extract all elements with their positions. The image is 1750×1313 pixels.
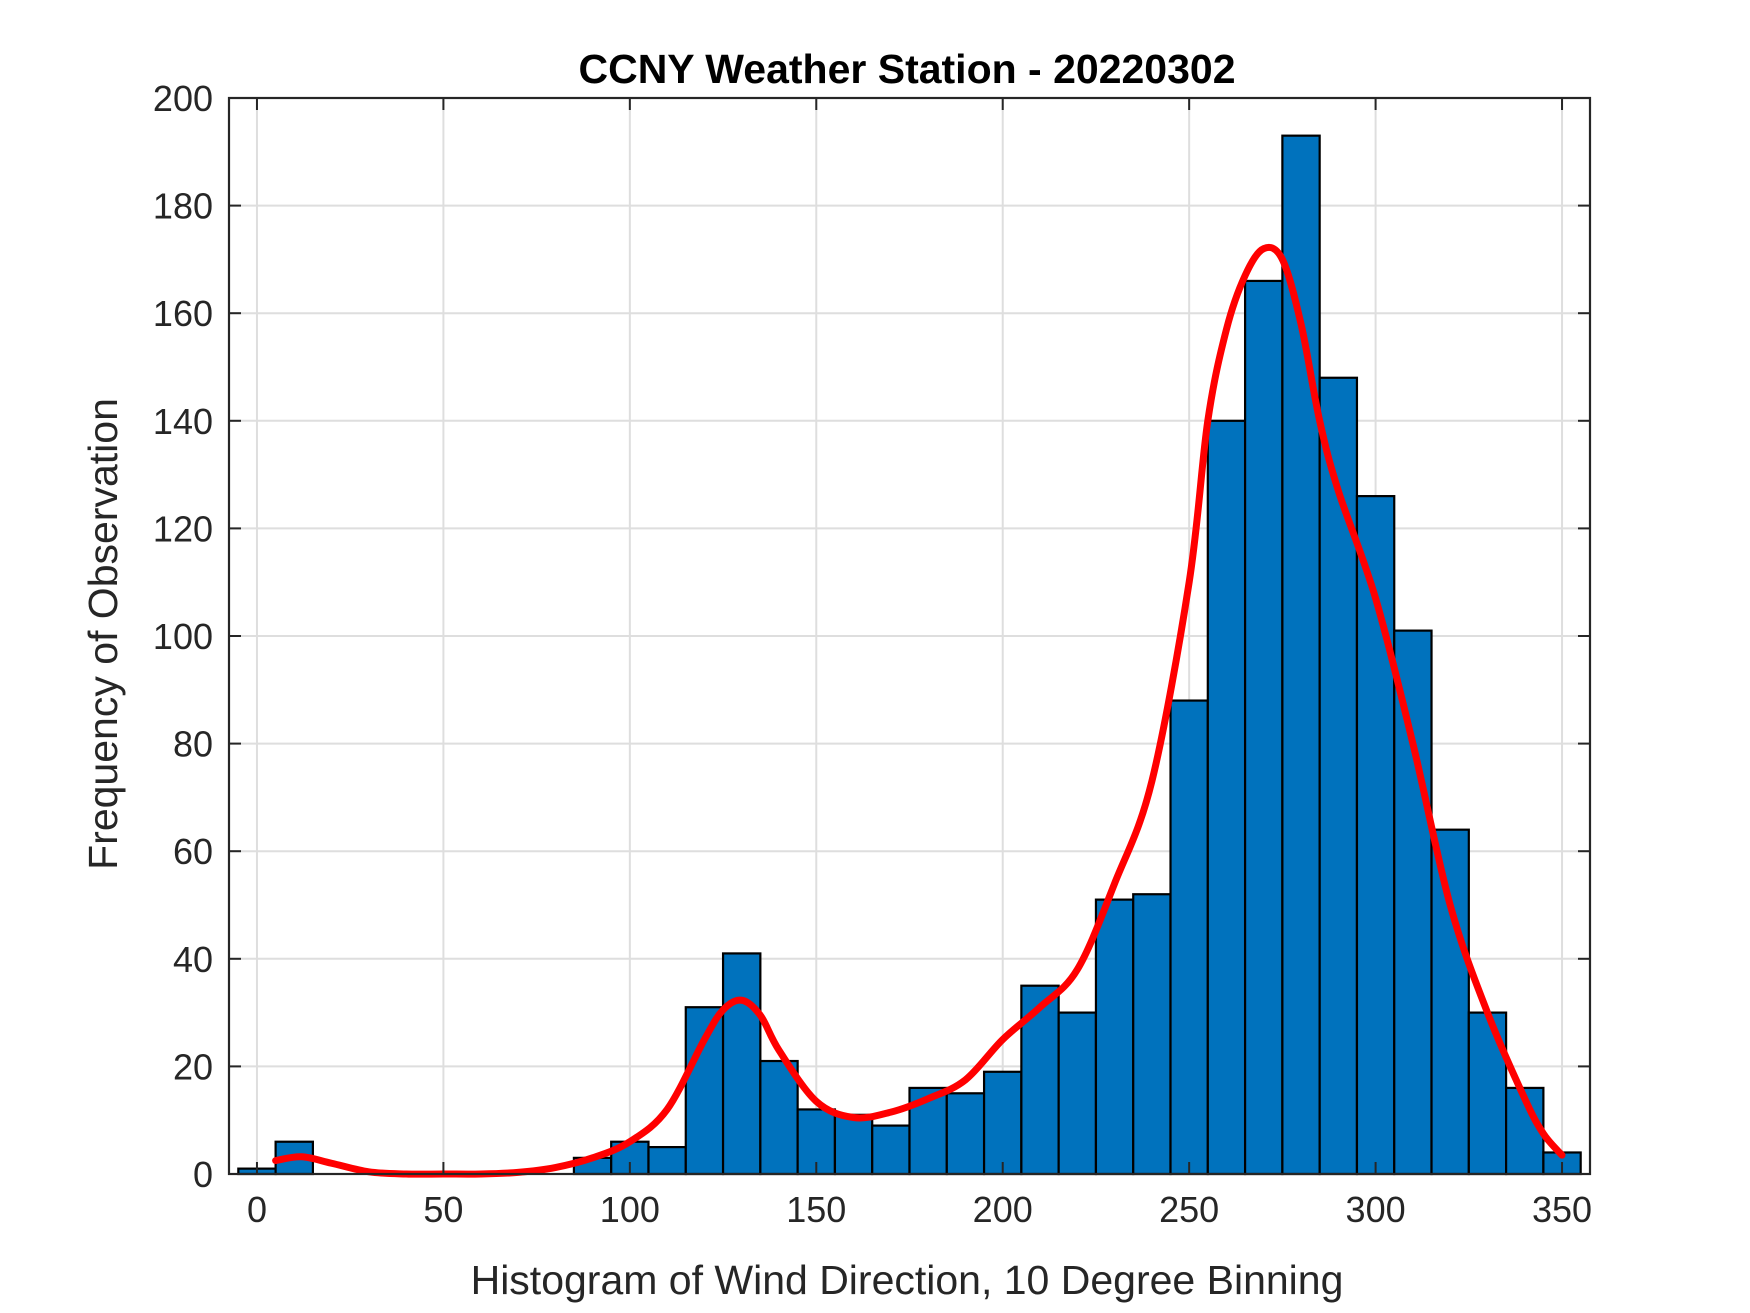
- x-tick-label: 50: [423, 1189, 463, 1230]
- axes-frame: [227, 96, 1592, 1176]
- x-axis-title: Histogram of Wind Direction, 10 Degree B…: [471, 1257, 1344, 1303]
- histogram-bar: [1318, 376, 1359, 1176]
- x-tick-label: 100: [600, 1189, 660, 1230]
- histogram-bar: [1430, 828, 1470, 1176]
- x-tick-label: 350: [1532, 1189, 1592, 1230]
- histogram-bar: [833, 1113, 874, 1176]
- y-tick-label: 0: [193, 1154, 213, 1195]
- histogram-bar: [1132, 893, 1172, 1176]
- histogram-bar: [721, 952, 762, 1176]
- tick-labels: 0 50 100 150 200 250 300 350 0 20 40 60 80 100 120 140 1…: [153, 78, 1592, 1230]
- histogram-bar: [1393, 629, 1433, 1176]
- y-tick-label: 100: [153, 616, 213, 657]
- y-tick-label: 200: [153, 78, 213, 119]
- y-tick-label: 160: [153, 293, 213, 334]
- chart-title: CCNY Weather Station - 20220302: [578, 46, 1235, 92]
- y-tick-label: 120: [153, 508, 213, 549]
- histogram-bar: [871, 1124, 911, 1176]
- histogram-bar: [1020, 984, 1060, 1176]
- histogram-bar: [759, 1059, 799, 1176]
- histogram-bar: [945, 1092, 986, 1176]
- x-tick-label: 200: [973, 1189, 1033, 1230]
- y-tick-label: 40: [173, 939, 213, 980]
- y-tick-label: 80: [173, 724, 213, 765]
- histogram-bar: [1281, 134, 1321, 1176]
- fit-curve: [272, 243, 1566, 1178]
- x-tick-label: 300: [1346, 1189, 1406, 1230]
- histogram-bar: [1169, 699, 1209, 1176]
- histogram-bar: [684, 1006, 725, 1176]
- histogram-bar: [982, 1070, 1023, 1176]
- histogram-bar: [1243, 279, 1284, 1176]
- y-axis-title: Frequency of Observation: [80, 398, 126, 870]
- histogram-bar: [1057, 1011, 1098, 1176]
- y-tick-label: 20: [173, 1046, 213, 1087]
- x-tick-label: 250: [1159, 1189, 1219, 1230]
- fit-curve-layer: [272, 243, 1566, 1178]
- x-tick-label: 0: [247, 1189, 267, 1230]
- y-tick-label: 180: [153, 186, 213, 227]
- histogram-bar: [1206, 419, 1247, 1176]
- histogram-bars: [237, 134, 1582, 1176]
- histogram-bar: [1094, 898, 1135, 1176]
- x-tick-label: 150: [786, 1189, 846, 1230]
- histogram-bar: [647, 1145, 687, 1176]
- y-tick-label: 140: [153, 401, 213, 442]
- y-tick-label: 60: [173, 831, 213, 872]
